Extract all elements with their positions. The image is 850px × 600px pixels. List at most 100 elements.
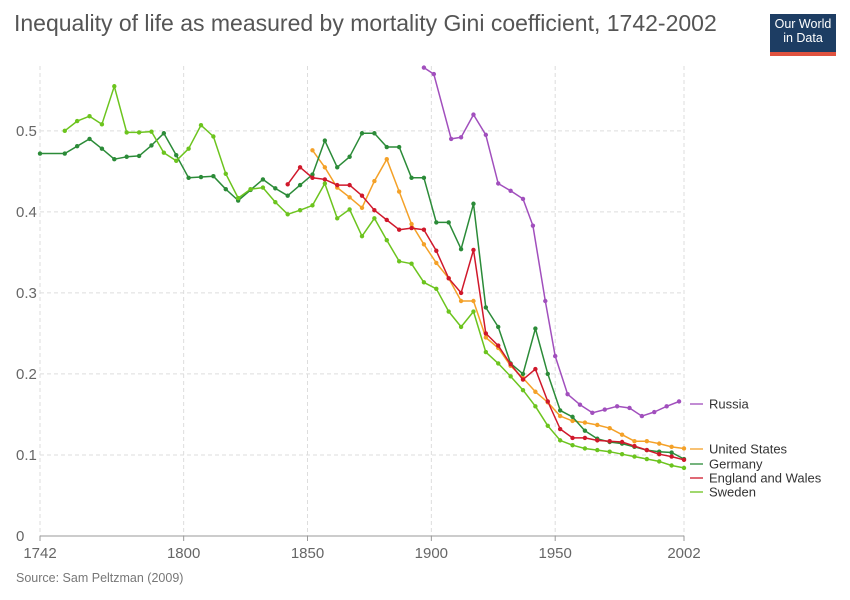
data-point-russia[interactable] (652, 409, 657, 415)
data-point-sweden[interactable] (582, 446, 588, 451)
data-point-germany[interactable] (347, 154, 352, 159)
data-point-united-states[interactable] (409, 221, 414, 227)
data-point-russia[interactable] (530, 223, 536, 228)
data-point-sweden[interactable] (657, 459, 662, 464)
data-point-united-states[interactable] (359, 205, 365, 211)
data-point-united-states[interactable] (310, 148, 315, 153)
data-point-sweden[interactable] (496, 361, 501, 366)
data-point-russia[interactable] (448, 136, 454, 142)
data-point-germany[interactable] (74, 144, 80, 149)
data-point-england-and-wales[interactable] (483, 331, 489, 336)
data-point-germany[interactable] (260, 177, 266, 182)
data-point-germany[interactable] (310, 172, 315, 177)
data-point-sweden[interactable] (174, 158, 179, 164)
data-point-germany[interactable] (124, 154, 129, 159)
data-point-sweden[interactable] (396, 259, 402, 264)
data-point-united-states[interactable] (557, 413, 563, 419)
series-line-united-states[interactable] (311, 149, 685, 450)
data-point-russia[interactable] (565, 391, 570, 397)
data-point-united-states[interactable] (681, 446, 687, 451)
data-point-sweden[interactable] (335, 216, 340, 221)
data-point-sweden[interactable] (458, 324, 464, 330)
data-point-england-and-wales[interactable] (557, 426, 563, 432)
data-point-england-and-wales[interactable] (285, 182, 290, 187)
data-point-sweden[interactable] (285, 212, 290, 217)
data-point-united-states[interactable] (644, 438, 650, 444)
data-point-sweden[interactable] (74, 118, 80, 124)
data-point-russia[interactable] (614, 404, 620, 409)
data-point-sweden[interactable] (446, 309, 451, 314)
data-point-sweden[interactable] (273, 199, 278, 205)
data-point-england-and-wales[interactable] (409, 225, 414, 231)
data-point-sweden[interactable] (372, 216, 377, 221)
data-point-sweden[interactable] (136, 130, 142, 135)
series-line-sweden[interactable] (64, 85, 685, 469)
data-point-united-states[interactable] (669, 444, 674, 450)
data-point-united-states[interactable] (458, 298, 464, 304)
data-point-sweden[interactable] (297, 208, 303, 213)
data-point-england-and-wales[interactable] (471, 247, 476, 253)
data-point-england-and-wales[interactable] (458, 290, 464, 296)
data-point-sweden[interactable] (260, 185, 266, 190)
data-point-england-and-wales[interactable] (335, 182, 340, 188)
data-point-russia[interactable] (471, 112, 476, 117)
data-point-germany[interactable] (384, 144, 389, 150)
data-point-sweden[interactable] (471, 309, 476, 314)
data-point-sweden[interactable] (570, 443, 575, 448)
data-point-england-and-wales[interactable] (545, 399, 550, 404)
data-point-england-and-wales[interactable] (657, 451, 662, 457)
data-point-united-states[interactable] (384, 156, 389, 162)
data-point-germany[interactable] (372, 131, 377, 136)
data-point-germany[interactable] (409, 175, 414, 181)
data-point-russia[interactable] (483, 132, 489, 138)
data-point-united-states[interactable] (582, 420, 588, 425)
data-point-sweden[interactable] (434, 286, 439, 292)
data-point-england-and-wales[interactable] (669, 454, 674, 459)
data-point-germany[interactable] (496, 324, 501, 330)
data-point-sweden[interactable] (149, 129, 154, 134)
data-point-england-and-wales[interactable] (681, 457, 687, 463)
data-point-germany[interactable] (186, 175, 191, 181)
data-point-united-states[interactable] (483, 335, 489, 340)
data-point-sweden[interactable] (409, 261, 414, 266)
data-point-england-and-wales[interactable] (496, 343, 501, 348)
data-point-sweden[interactable] (198, 122, 204, 128)
data-point-sweden[interactable] (322, 181, 328, 186)
data-point-sweden[interactable] (545, 423, 550, 428)
data-point-sweden[interactable] (62, 128, 67, 134)
data-point-england-and-wales[interactable] (310, 175, 315, 181)
data-point-sweden[interactable] (161, 150, 167, 155)
data-point-germany[interactable] (458, 246, 464, 252)
data-point-england-and-wales[interactable] (322, 177, 328, 182)
data-point-united-states[interactable] (434, 260, 439, 266)
data-point-russia[interactable] (421, 65, 427, 70)
data-point-germany[interactable] (136, 153, 142, 159)
data-point-germany[interactable] (434, 220, 439, 225)
data-point-sweden[interactable] (87, 114, 92, 119)
data-point-sweden[interactable] (557, 438, 563, 443)
data-point-germany[interactable] (273, 186, 278, 191)
data-point-germany[interactable] (570, 414, 575, 420)
data-point-sweden[interactable] (124, 130, 129, 135)
data-point-sweden[interactable] (533, 404, 538, 409)
data-point-united-states[interactable] (322, 165, 328, 170)
data-point-germany[interactable] (471, 201, 476, 206)
data-point-sweden[interactable] (619, 451, 625, 457)
data-point-united-states[interactable] (570, 418, 575, 424)
data-point-england-and-wales[interactable] (384, 217, 389, 223)
data-point-germany[interactable] (211, 174, 216, 179)
data-point-sweden[interactable] (347, 207, 352, 212)
data-point-russia[interactable] (543, 298, 548, 304)
data-point-russia[interactable] (577, 402, 583, 407)
data-point-germany[interactable] (285, 193, 290, 198)
data-point-germany[interactable] (322, 138, 328, 143)
data-point-sweden[interactable] (310, 203, 315, 208)
data-point-england-and-wales[interactable] (632, 443, 637, 449)
data-point-england-and-wales[interactable] (396, 227, 402, 232)
data-point-germany[interactable] (669, 450, 674, 455)
data-point-england-and-wales[interactable] (644, 447, 650, 453)
data-point-united-states[interactable] (471, 298, 476, 304)
data-point-sweden[interactable] (211, 134, 216, 139)
data-point-england-and-wales[interactable] (520, 377, 526, 382)
data-point-united-states[interactable] (607, 426, 612, 431)
